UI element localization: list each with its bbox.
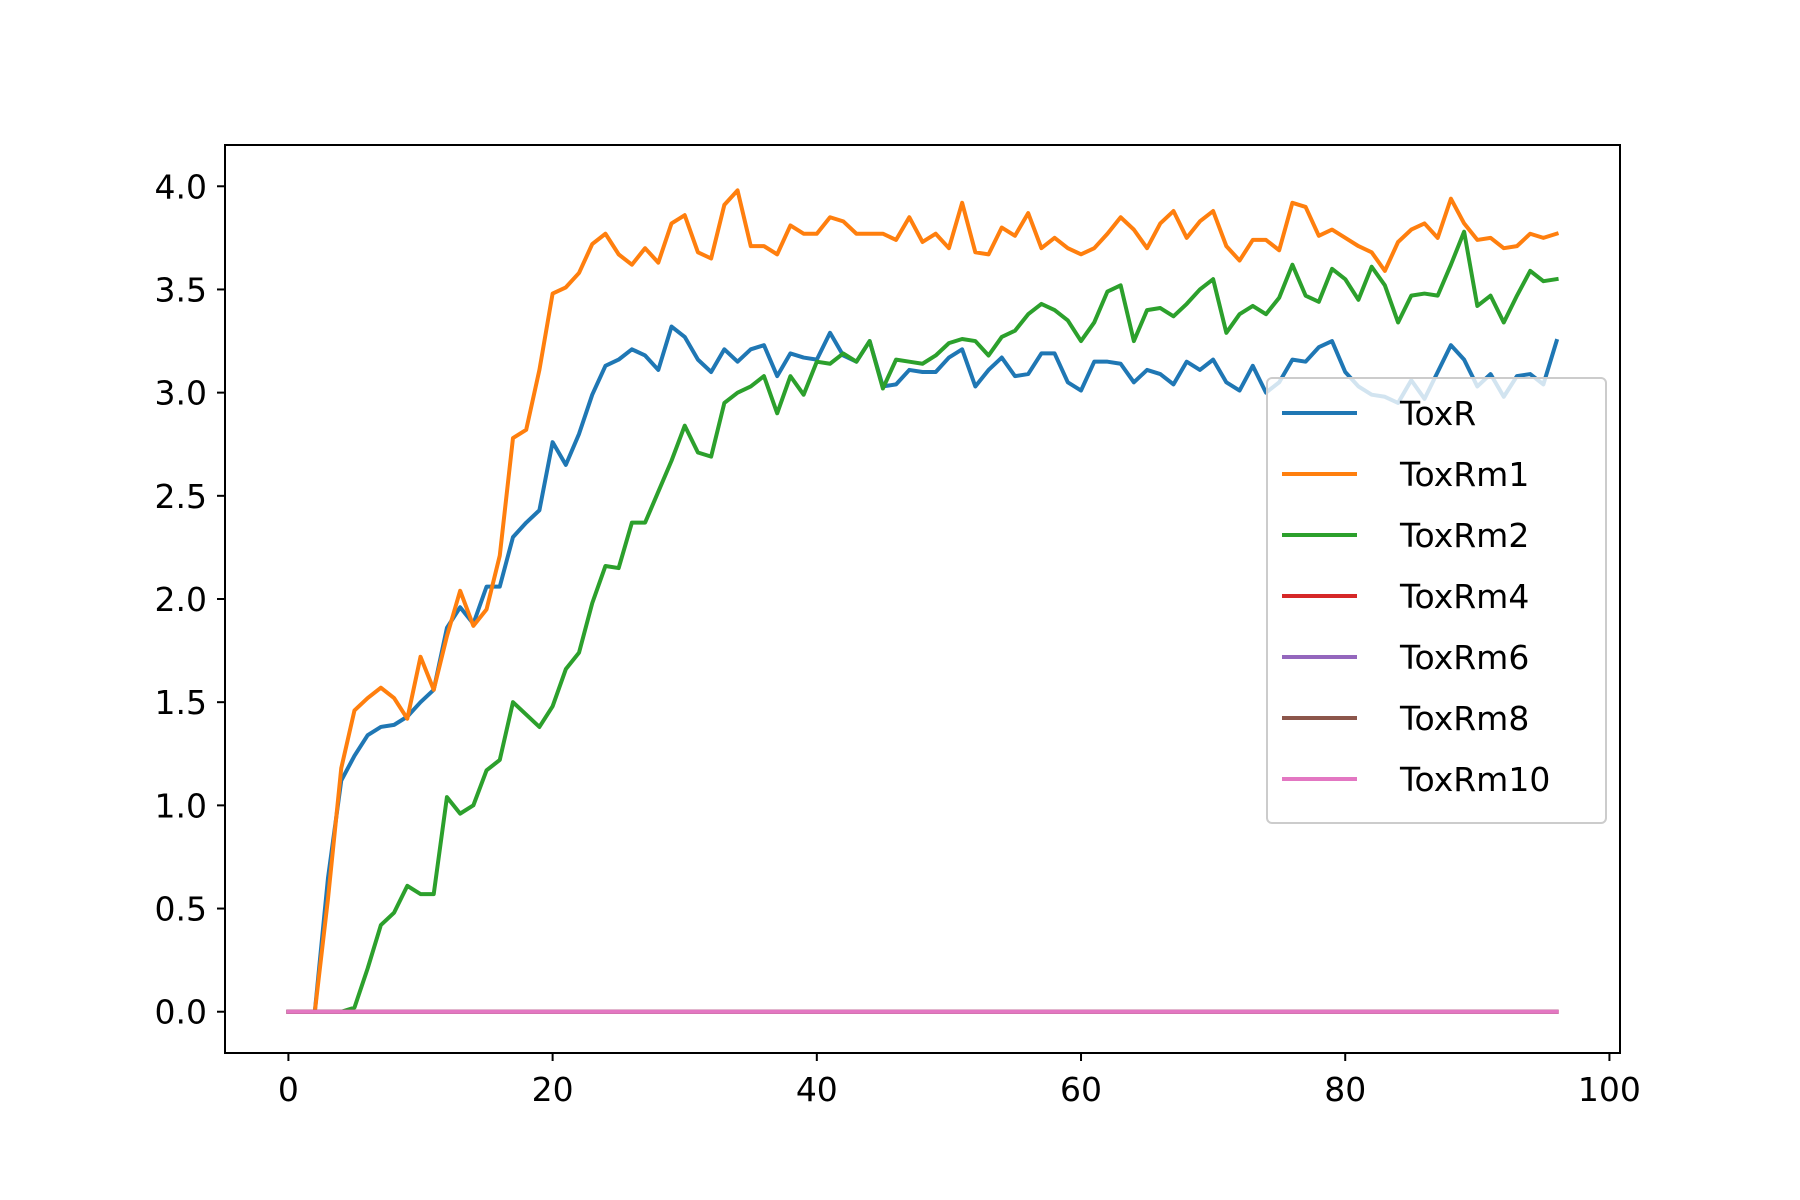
x-tick-label: 60 — [1060, 1070, 1102, 1109]
x-axis: 0 20 40 60 80 100 — [278, 1053, 1641, 1109]
series-line-toxr — [286, 324, 1560, 1014]
legend-label-toxrm6: ToxRm6 — [1399, 638, 1529, 677]
legend-box — [1266, 377, 1607, 824]
series-layer — [286, 188, 1560, 1014]
legend: ToxR ToxRm1 ToxRm2 ToxRm4 ToxRm6 ToxRm8 ToxRm1… — [1266, 377, 1607, 824]
y-tick-label: 3.0 — [155, 374, 207, 413]
legend-label-toxrm1: ToxRm1 — [1399, 455, 1529, 494]
x-tick-label: 0 — [278, 1070, 299, 1109]
legend-label-toxrm8: ToxRm8 — [1399, 699, 1529, 738]
x-tick-label: 100 — [1578, 1070, 1641, 1109]
y-tick-label: 0.0 — [155, 993, 207, 1032]
y-tick-label: 1.5 — [155, 683, 207, 722]
y-tick-label: 1.0 — [155, 786, 207, 825]
x-tick-label: 40 — [796, 1070, 838, 1109]
y-tick-label: 0.5 — [155, 890, 207, 929]
y-tick-label: 4.0 — [155, 167, 207, 206]
y-tick-label: 2.5 — [155, 477, 207, 516]
x-tick-label: 80 — [1324, 1070, 1366, 1109]
series-line-toxrm1 — [286, 188, 1560, 1014]
legend-label-toxrm4: ToxRm4 — [1399, 577, 1529, 616]
legend-label-toxrm2: ToxRm2 — [1399, 516, 1529, 555]
y-tick-label: 2.0 — [155, 580, 207, 619]
series-line-toxrm2 — [286, 229, 1559, 1014]
legend-label-toxrm10: ToxRm10 — [1399, 760, 1550, 799]
x-tick-label: 20 — [532, 1070, 574, 1109]
y-axis: 0.0 0.5 1.0 1.5 2.0 2.5 3.0 3.5 4.0 — [155, 167, 225, 1032]
y-tick-label: 3.5 — [155, 270, 207, 309]
legend-label-toxr: ToxR — [1399, 394, 1476, 433]
